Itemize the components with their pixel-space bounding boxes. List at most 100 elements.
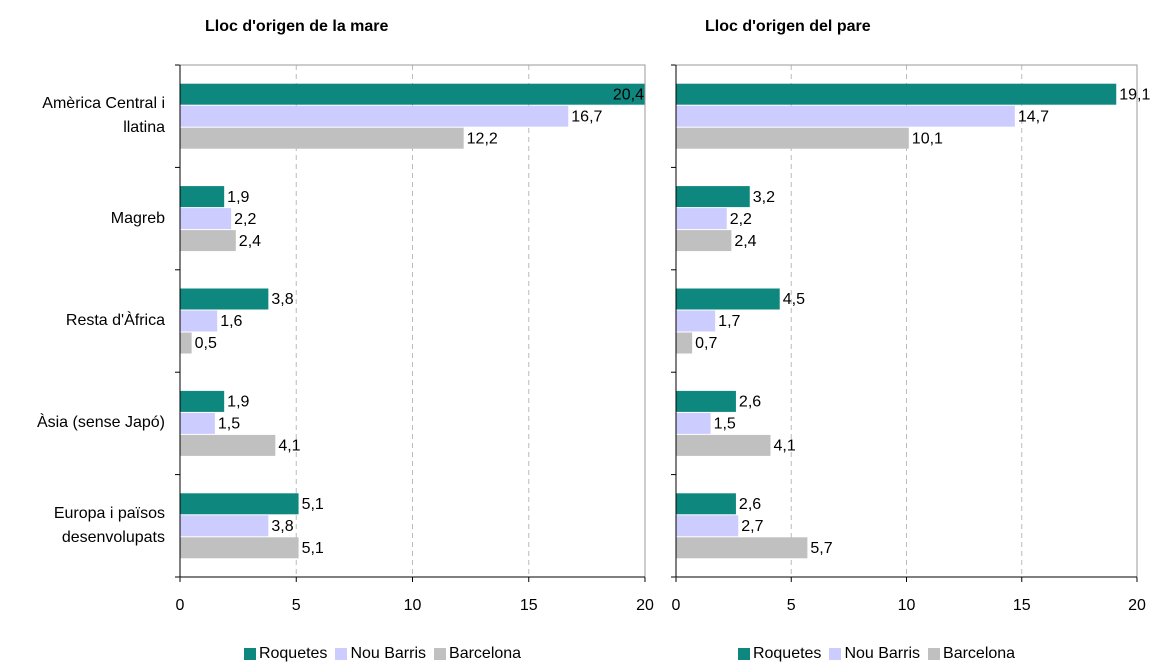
chart-title: Lloc d'origen del pare xyxy=(705,18,871,35)
bar xyxy=(180,230,236,252)
legend-label: Nou Barris xyxy=(844,645,921,662)
x-tick-label: 10 xyxy=(898,597,916,614)
x-tick-label: 0 xyxy=(672,597,681,614)
category-label: Àsia (sense Japó) xyxy=(36,414,165,432)
value-label: 1,5 xyxy=(218,416,240,433)
x-tick-label: 5 xyxy=(292,597,301,614)
legend-swatch xyxy=(434,648,447,660)
value-label: 5,1 xyxy=(302,496,324,513)
bar xyxy=(180,127,464,149)
category-label: Europa i països desenvolupats xyxy=(53,504,165,546)
value-label: 3,8 xyxy=(271,291,293,308)
bar xyxy=(180,390,225,412)
bars xyxy=(676,83,1117,559)
value-label: 5,1 xyxy=(302,540,324,557)
bar xyxy=(676,208,727,230)
bar xyxy=(676,412,711,434)
x-tick-label: 20 xyxy=(1128,597,1146,614)
bars xyxy=(180,83,645,559)
value-label: 0,7 xyxy=(695,335,717,352)
value-label: 12,2 xyxy=(467,130,498,147)
bar xyxy=(676,310,716,332)
chart-title: Lloc d'origen de la mare xyxy=(205,18,389,35)
bar xyxy=(180,332,192,354)
value-label: 3,8 xyxy=(271,518,293,535)
category-label: Resta d'Àfrica xyxy=(65,312,165,329)
value-label: 2,6 xyxy=(739,394,761,411)
value-label: 2,2 xyxy=(730,211,752,228)
bar xyxy=(676,83,1117,105)
legend-label: Roquetes xyxy=(258,645,328,662)
value-label: 2,2 xyxy=(234,211,256,228)
legend-swatch xyxy=(335,648,348,660)
value-label: 1,9 xyxy=(227,189,249,206)
bar xyxy=(676,537,808,559)
bar xyxy=(676,390,736,412)
legend-item: Roquetes xyxy=(737,645,822,663)
value-label: 1,6 xyxy=(220,313,242,330)
bar xyxy=(676,332,693,354)
category-label: Amèrica Central i llatina xyxy=(42,95,165,137)
bar xyxy=(180,105,569,127)
legend: Roquetes Nou Barris Barcelona xyxy=(120,645,645,663)
bar xyxy=(180,493,299,515)
bar xyxy=(676,230,732,252)
x-tick-label: 20 xyxy=(636,597,654,614)
legend-item: Roquetes xyxy=(243,645,328,663)
legend-item: Nou Barris xyxy=(829,645,920,663)
value-label: 2,4 xyxy=(239,233,261,250)
legend-swatch xyxy=(829,648,842,660)
bar xyxy=(180,310,218,332)
legend: Roquetes Nou Barris Barcelona xyxy=(616,645,1137,663)
bar xyxy=(180,83,645,105)
legend-swatch xyxy=(737,648,750,660)
x-tick-label: 10 xyxy=(404,597,422,614)
value-label: 4,1 xyxy=(774,438,796,455)
bar xyxy=(676,288,780,310)
bar xyxy=(180,515,269,537)
bar xyxy=(676,127,909,149)
x-tick-label: 0 xyxy=(176,597,185,614)
legend-label: Barcelona xyxy=(449,645,522,662)
bar xyxy=(676,515,739,537)
bar xyxy=(180,537,299,559)
value-label: 4,1 xyxy=(278,438,300,455)
legend-swatch xyxy=(243,648,256,660)
legend-item: Nou Barris xyxy=(335,645,426,663)
legend-label: Roquetes xyxy=(752,645,822,662)
value-label: 2,7 xyxy=(741,518,763,535)
value-label: 16,7 xyxy=(571,108,602,125)
value-label: 2,4 xyxy=(734,233,756,250)
bar xyxy=(180,208,232,230)
legend-label: Nou Barris xyxy=(350,645,427,662)
value-label: 10,1 xyxy=(912,130,943,147)
value-label: 1,9 xyxy=(227,394,249,411)
value-label: 20,4 xyxy=(613,86,644,103)
legend-item: Barcelona xyxy=(434,645,521,663)
legend-swatch xyxy=(928,648,941,660)
legend-label: Barcelona xyxy=(943,645,1016,662)
bar xyxy=(180,288,269,310)
x-tick-label: 5 xyxy=(787,597,796,614)
value-label: 2,6 xyxy=(739,496,761,513)
value-label: 19,1 xyxy=(1119,86,1150,103)
bar xyxy=(676,186,750,208)
bar xyxy=(676,434,771,456)
value-label: 3,2 xyxy=(753,189,775,206)
value-label: 1,7 xyxy=(718,313,740,330)
value-label: 0,5 xyxy=(195,335,217,352)
legend-item: Barcelona xyxy=(928,645,1015,663)
bar xyxy=(180,186,225,208)
bar xyxy=(180,412,215,434)
x-tick-label: 15 xyxy=(1013,597,1031,614)
value-label: 5,7 xyxy=(810,540,832,557)
bar xyxy=(180,434,276,456)
bar xyxy=(676,105,1015,127)
bar xyxy=(676,493,736,515)
x-tick-label: 15 xyxy=(520,597,538,614)
value-label: 1,5 xyxy=(714,416,736,433)
value-label: 14,7 xyxy=(1018,108,1049,125)
value-label: 4,5 xyxy=(783,291,805,308)
